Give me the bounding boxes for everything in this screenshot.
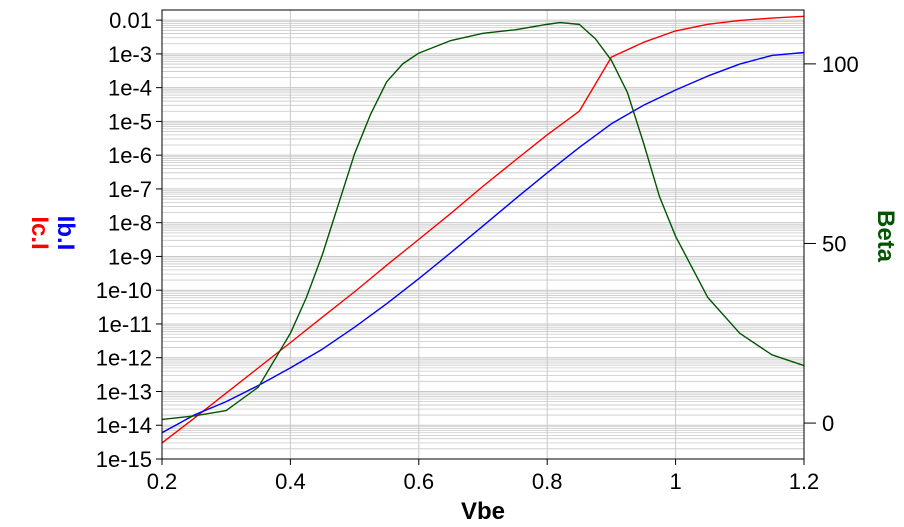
y-left-tick-label: 1e-9	[108, 244, 152, 269]
y-left-tick-label: 1e-6	[108, 143, 152, 168]
plot-area	[162, 15, 804, 444]
tick-labels: 0.2 0.4 0.6 0.8 1 1.2 1e-15 1e-14 1e-13 1e-12 1e-1…	[96, 8, 859, 494]
x-tick-label: 0.4	[275, 469, 306, 494]
y-left-tick-label: 1e-7	[108, 177, 152, 202]
y-right-tick-label: 50	[822, 231, 846, 256]
y-left-tick-label: 0.01	[109, 8, 152, 33]
y-right-title-beta: Beta	[872, 210, 899, 263]
y-left-tick-label: 1e-13	[96, 379, 152, 404]
x-tick-label: 0.6	[404, 469, 435, 494]
y-left-tick-label: 1e-14	[96, 413, 152, 438]
x-tick-label: 0.2	[147, 469, 178, 494]
plot-frame	[161, 9, 805, 460]
y-left-tick-label: 1e-15	[96, 447, 152, 472]
series-ib-i-line	[162, 51, 804, 434]
y-left-tick-label: 1e-5	[108, 109, 152, 134]
x-tick-label: 1.2	[789, 469, 820, 494]
x-axis-title: Vbe	[461, 498, 505, 525]
x-tick-label: 0.8	[532, 469, 563, 494]
y-left-tick-label: 1e-12	[96, 346, 152, 371]
x-tick-label: 1	[669, 469, 681, 494]
y-right-tick-label: 100	[822, 52, 859, 77]
series-beta-line	[162, 21, 804, 421]
y-left-tick-label: 1e-10	[96, 278, 152, 303]
y-left-title-ic: Ic.I	[26, 216, 53, 249]
y-left-tick-label: 1e-8	[108, 211, 152, 236]
series-ic-i-line	[162, 15, 804, 444]
y-left-tick-label: 1e-11	[97, 312, 152, 337]
axes	[156, 9, 816, 465]
y-left-title-ib: Ib.I	[52, 216, 79, 251]
y-left-tick-label: 1e-4	[108, 76, 152, 101]
y-left-tick-label: 1e-3	[108, 42, 152, 67]
grid	[161, 10, 805, 460]
y-right-tick-label: 0	[822, 411, 834, 436]
